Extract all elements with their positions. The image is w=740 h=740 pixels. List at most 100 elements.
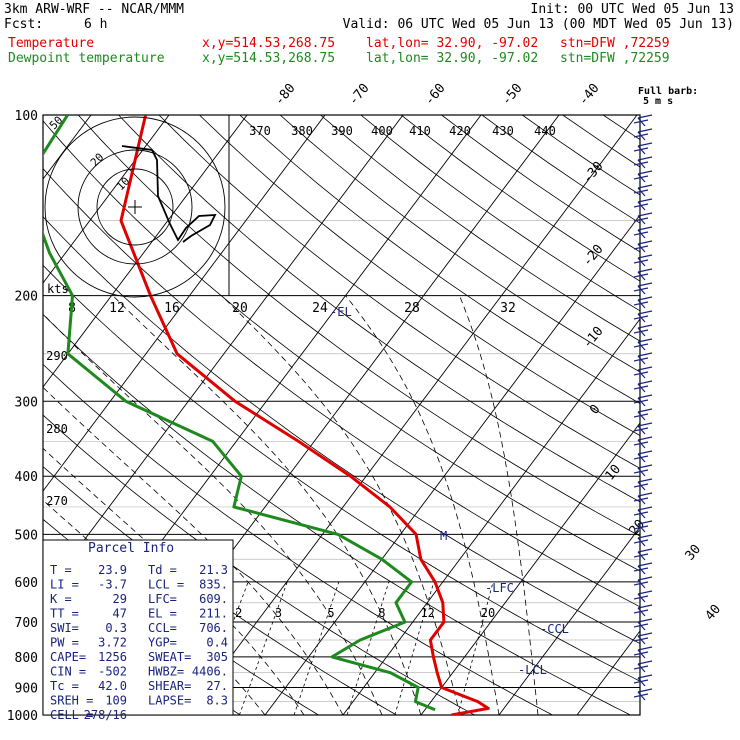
isotherm-label: -40 xyxy=(576,81,603,109)
theta-label: 370 xyxy=(249,124,271,138)
isotherm-label: -70 xyxy=(346,81,373,109)
wind-barb xyxy=(633,245,649,250)
temperature-station: stn=DFW ,72259 xyxy=(560,36,670,51)
hodograph-axis-label: 20 xyxy=(232,301,248,316)
mixing-ratio-label: 2 xyxy=(235,606,242,620)
dry-adiabat xyxy=(158,115,640,469)
dewpoint-station: stn=DFW ,72259 xyxy=(560,51,670,66)
dry-adiabat xyxy=(602,115,640,141)
wind-barb xyxy=(633,399,649,404)
wind-barb xyxy=(633,301,649,306)
theta-label: 430 xyxy=(492,124,514,138)
mixing-ratio-line xyxy=(346,581,390,715)
wind-barb xyxy=(637,436,653,441)
dry-adiabat xyxy=(441,115,640,253)
wind-barb xyxy=(633,189,649,194)
isotherm-line xyxy=(43,115,326,492)
theta-label: 270 xyxy=(46,494,68,508)
mixing-ratio-label: 5 xyxy=(327,606,334,620)
wind-barb xyxy=(633,539,649,544)
mixing-ratio-label: 8 xyxy=(378,606,385,620)
isotherm-label: 30 xyxy=(683,542,705,564)
isotherm-line xyxy=(342,318,640,715)
wind-barb xyxy=(633,623,649,628)
temperature-legend: Temperature xyxy=(8,36,95,51)
wind-barb xyxy=(637,646,653,651)
valid-time: Valid: 06 UTC Wed 05 Jun 13 (00 MDT Wed … xyxy=(342,17,734,32)
wind-barb xyxy=(633,161,649,166)
parcel-field-value: 211. xyxy=(199,607,228,621)
dry-adiabat xyxy=(118,115,640,503)
parcel-field-value: 1256 xyxy=(98,650,127,664)
wind-barb xyxy=(633,427,649,432)
wind-barb xyxy=(637,534,653,539)
pressure-tick-label: 100 xyxy=(15,109,38,124)
wind-barb xyxy=(633,133,649,138)
parcel-field-label: T = xyxy=(50,563,72,577)
parcel-field-label: HWBZ= xyxy=(148,665,184,679)
wind-barb xyxy=(637,324,653,329)
wind-barb xyxy=(633,665,649,670)
wind-barb xyxy=(637,184,653,189)
wind-barb xyxy=(637,688,653,693)
parcel-field-value: 278/16 xyxy=(84,708,127,722)
wind-barb xyxy=(633,693,649,698)
parcel-field-label: PW = xyxy=(50,636,79,650)
parcel-field-value: 0.3 xyxy=(105,621,127,635)
wind-barb xyxy=(633,273,649,278)
isotherm-label: -10 xyxy=(580,324,607,352)
wind-barb xyxy=(637,478,653,483)
isotherm-label: -60 xyxy=(422,81,449,109)
isotherm-label: 0 xyxy=(587,402,604,418)
hodograph-axis-label: 32 xyxy=(500,301,516,316)
parcel-info-title: Parcel Info xyxy=(88,541,174,556)
wind-barb xyxy=(633,231,649,236)
wind-barb xyxy=(637,520,653,525)
hodograph-axis-label: 16 xyxy=(164,301,180,316)
wind-barb xyxy=(633,329,649,334)
temperature-xy: x,y=514.53,268.75 xyxy=(202,36,336,51)
wind-barb xyxy=(633,343,649,348)
parcel-field-value: 706. xyxy=(199,621,228,635)
parcel-field-label: SREH = xyxy=(50,694,93,708)
wind-barb xyxy=(637,114,653,119)
pressure-tick-label: 700 xyxy=(15,616,38,631)
hodograph-ring xyxy=(44,116,226,298)
model-title: 3km ARW-WRF -- NCAR/MMM xyxy=(4,2,185,17)
isotherm-line xyxy=(264,214,640,715)
wind-barb xyxy=(637,632,653,637)
wind-barb xyxy=(637,576,653,581)
parcel-field-label: LCL = xyxy=(148,578,184,592)
wind-barb xyxy=(633,203,649,208)
wind-barb xyxy=(637,254,653,259)
parcel-field-label: CIN = xyxy=(50,665,86,679)
mixing-ratio-label: 12 xyxy=(420,606,434,620)
parcel-field-value: 23.9 xyxy=(98,563,127,577)
forecast-label: Fcst: xyxy=(4,17,44,32)
dry-adiabat xyxy=(279,115,640,373)
init-time: Init: 00 UTC Wed 05 Jun 13 xyxy=(530,2,735,17)
mixing-ratio-line xyxy=(394,581,435,715)
wind-barb xyxy=(637,198,653,203)
level-annotation: -EL xyxy=(330,305,352,319)
isotherm-line xyxy=(186,115,638,715)
pressure-tick-label: 500 xyxy=(15,528,38,543)
wind-barb xyxy=(633,525,649,530)
wind-barb xyxy=(633,511,649,516)
parcel-field-label: SWEAT= xyxy=(148,650,191,664)
dewpoint-profile xyxy=(43,115,436,712)
parcel-field-label: LFC= xyxy=(148,592,177,606)
parcel-field-label: SHEAR= xyxy=(148,679,191,693)
dry-adiabat xyxy=(43,313,631,715)
wind-barb xyxy=(637,618,653,623)
hodograph-trace xyxy=(121,145,217,243)
wind-barb xyxy=(633,595,649,600)
parcel-field-label: CELL = xyxy=(50,708,93,722)
isotherm-line xyxy=(655,115,740,715)
hodograph-ring xyxy=(96,168,174,246)
parcel-field-value: 305 xyxy=(206,650,228,664)
barb-legend-title: Full barb: xyxy=(638,86,698,97)
wind-barb xyxy=(637,296,653,301)
theta-label: 290 xyxy=(46,349,68,363)
hodograph-axis-label: 28 xyxy=(404,301,420,316)
